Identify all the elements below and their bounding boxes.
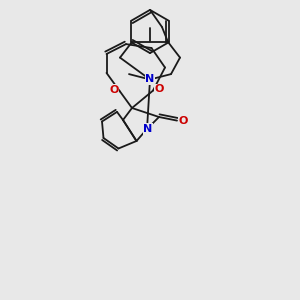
Text: O: O <box>154 84 164 94</box>
Text: O: O <box>109 85 119 95</box>
Text: O: O <box>178 116 188 126</box>
Text: N: N <box>146 74 154 85</box>
Text: N: N <box>143 124 152 134</box>
